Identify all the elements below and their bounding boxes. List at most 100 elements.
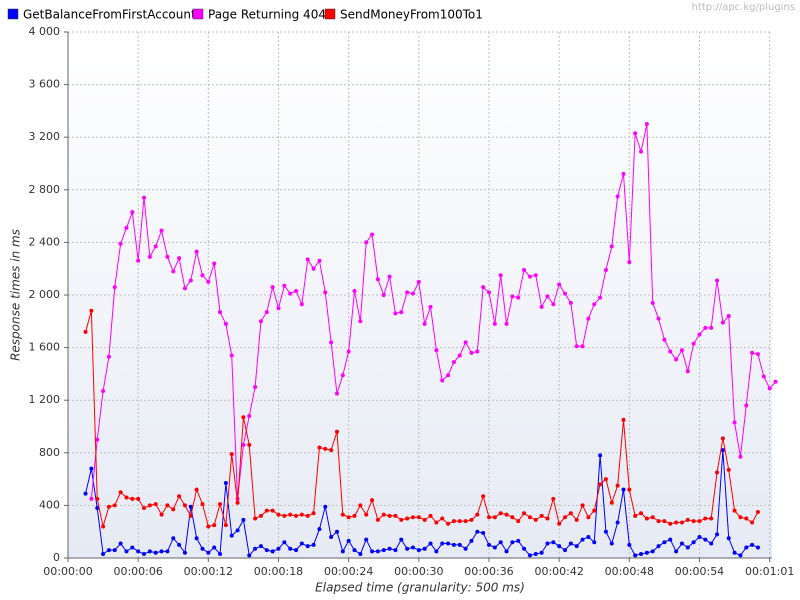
data-point xyxy=(142,552,147,557)
data-point xyxy=(329,340,334,345)
data-point xyxy=(656,544,661,549)
data-point xyxy=(750,520,755,525)
data-point xyxy=(715,532,720,537)
data-point xyxy=(703,537,708,542)
data-point xyxy=(177,494,182,499)
data-point xyxy=(305,513,310,518)
data-point xyxy=(580,503,585,508)
data-point xyxy=(218,502,223,507)
data-point xyxy=(422,546,427,551)
data-point xyxy=(247,442,252,447)
data-point xyxy=(340,512,345,517)
y-tick-label: 4 000 xyxy=(29,25,61,38)
data-point xyxy=(563,291,568,296)
data-point xyxy=(621,487,626,492)
data-point xyxy=(475,512,480,517)
data-point xyxy=(697,519,702,524)
data-point xyxy=(218,310,223,315)
data-point xyxy=(662,337,667,342)
data-point xyxy=(124,549,129,554)
data-point xyxy=(223,523,228,528)
data-point xyxy=(399,537,404,542)
data-point xyxy=(399,517,404,522)
data-point xyxy=(194,249,199,254)
data-point xyxy=(498,511,503,516)
data-point xyxy=(451,542,456,547)
data-point xyxy=(685,545,690,550)
data-point xyxy=(463,340,468,345)
data-point xyxy=(498,273,503,278)
data-point xyxy=(276,512,281,517)
data-point xyxy=(516,295,521,300)
data-point xyxy=(218,552,223,557)
data-point xyxy=(346,538,351,543)
data-point xyxy=(106,548,111,553)
data-point xyxy=(83,491,88,496)
data-point xyxy=(533,552,538,557)
data-point xyxy=(568,541,573,546)
data-point xyxy=(165,254,170,259)
data-point xyxy=(545,516,550,521)
data-point xyxy=(644,122,649,127)
data-point xyxy=(95,437,100,442)
data-point xyxy=(574,517,579,522)
data-point xyxy=(744,545,749,550)
data-point xyxy=(603,529,608,534)
data-point xyxy=(182,286,187,291)
data-point xyxy=(124,225,129,230)
data-point xyxy=(551,496,556,501)
data-point xyxy=(539,550,544,555)
x-tick-label: 00:00:24 xyxy=(324,565,373,578)
data-point xyxy=(609,500,614,505)
data-point xyxy=(451,519,456,524)
data-point xyxy=(241,442,246,447)
data-point xyxy=(773,379,778,384)
data-point xyxy=(615,483,620,488)
data-point xyxy=(130,545,135,550)
data-point xyxy=(481,494,486,499)
data-point xyxy=(288,546,293,551)
data-point xyxy=(253,385,258,390)
data-point xyxy=(147,549,152,554)
data-point xyxy=(282,283,287,288)
x-tick-label: 00:00:54 xyxy=(675,565,724,578)
data-point xyxy=(715,278,720,283)
data-point xyxy=(603,477,608,482)
data-point xyxy=(650,515,655,520)
data-point xyxy=(679,541,684,546)
data-point xyxy=(475,349,480,354)
data-point xyxy=(644,550,649,555)
data-point xyxy=(545,541,550,546)
legend-label: Page Returning 404 xyxy=(208,8,326,22)
data-point xyxy=(639,149,644,154)
data-point xyxy=(241,415,246,420)
data-point xyxy=(656,316,661,321)
data-point xyxy=(112,285,117,290)
data-point xyxy=(440,516,445,521)
data-point xyxy=(574,544,579,549)
data-point xyxy=(101,552,106,557)
data-point xyxy=(305,257,310,262)
x-tick-label: 00:00:42 xyxy=(534,565,583,578)
data-point xyxy=(522,268,527,273)
data-point xyxy=(399,310,404,315)
data-point xyxy=(381,548,386,553)
data-point xyxy=(375,277,380,282)
data-point xyxy=(393,311,398,316)
data-point xyxy=(264,310,269,315)
legend-swatch xyxy=(324,8,336,20)
data-point xyxy=(674,357,679,362)
data-point xyxy=(662,519,667,524)
x-tick-label: 00:00:00 xyxy=(43,565,92,578)
x-tick-label: 00:00:12 xyxy=(184,565,233,578)
data-point xyxy=(422,321,427,326)
data-point xyxy=(720,448,725,453)
data-point xyxy=(586,316,591,321)
data-point xyxy=(492,321,497,326)
data-point xyxy=(592,508,597,513)
data-point xyxy=(381,512,386,517)
data-point xyxy=(639,511,644,516)
data-point xyxy=(516,519,521,524)
data-point xyxy=(533,517,538,522)
data-point xyxy=(416,548,421,553)
